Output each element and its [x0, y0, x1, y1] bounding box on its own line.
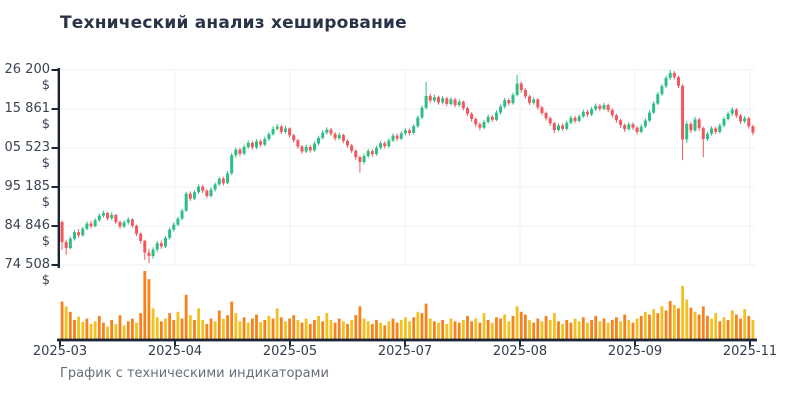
axes: [51, 68, 757, 347]
y-axis-tick-label: 95 185 $: [4, 178, 51, 210]
x-axis-tick-label: 2025-04: [147, 344, 203, 359]
chart-caption: График с техническими индикаторами: [60, 366, 329, 381]
page-title: Технический анализ хеширование: [60, 13, 407, 33]
grid-lines: [59, 69, 755, 266]
y-axis-tick-label: 26 200 $: [4, 62, 51, 93]
x-axis-tick-label: 2025-11: [722, 344, 778, 359]
x-axis-tick-label: 2025-03: [32, 344, 88, 359]
y-axis-tick-label: 05 523 $: [4, 140, 51, 171]
candles: [60, 70, 755, 264]
x-axis-tick-label: 2025-08: [492, 344, 548, 359]
x-axis-tick-label: 2025-07: [377, 344, 433, 359]
y-axis-tick-label: 84 846 $: [4, 218, 51, 249]
y-axis-tick-label: 74 508 $: [4, 257, 51, 288]
volume-bars: [60, 271, 755, 339]
x-axis-tick-label: 2025-09: [607, 344, 663, 359]
x-axis-tick-label: 2025-05: [262, 344, 318, 359]
y-axis-tick-label: 15 861 $: [4, 101, 51, 132]
